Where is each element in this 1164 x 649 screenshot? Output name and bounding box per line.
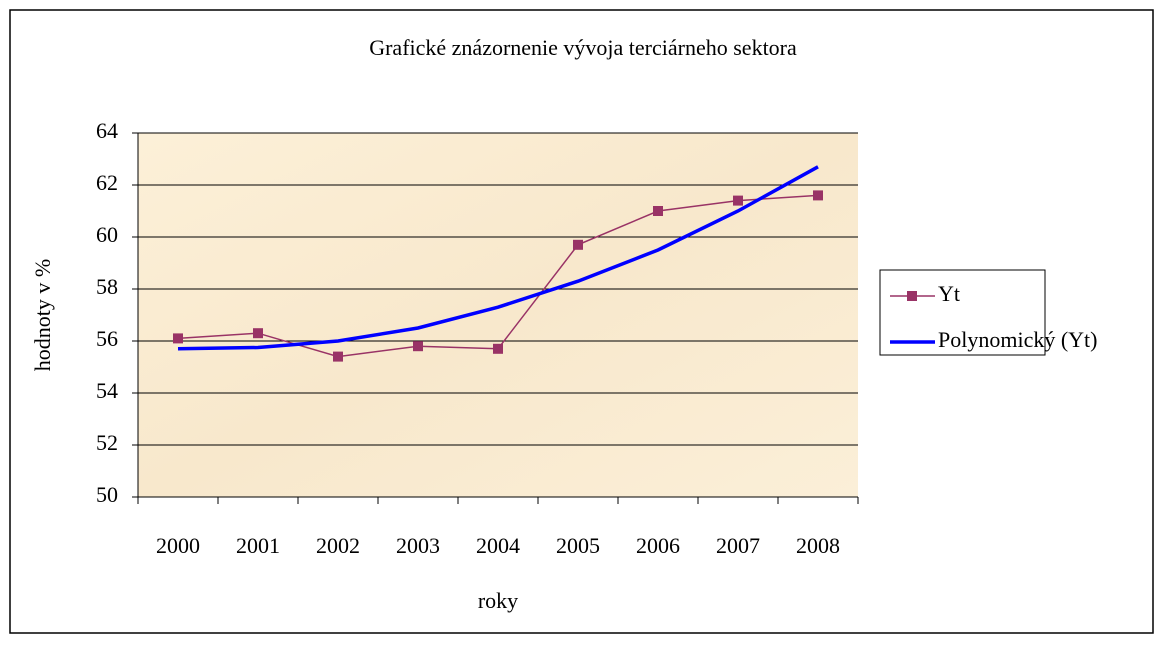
y-tick-label: 50 (96, 482, 118, 507)
y-tick-label: 62 (96, 170, 118, 195)
plot-area (138, 133, 858, 497)
legend-marker (907, 291, 917, 301)
x-axis-label: roky (478, 588, 518, 613)
data-point (573, 239, 583, 250)
y-axis-label: hodnoty v % (30, 259, 55, 371)
data-point (733, 195, 743, 206)
data-point (333, 351, 343, 362)
y-tick-label: 60 (96, 222, 118, 247)
y-tick-label: 56 (96, 326, 118, 351)
x-tick-label: 2004 (476, 533, 520, 558)
data-point (653, 206, 663, 216)
y-tick-label: 52 (96, 430, 118, 455)
y-tick-label: 54 (96, 378, 118, 403)
x-tick-label: 2001 (236, 533, 280, 558)
legend-label: Yt (938, 281, 960, 306)
x-tick-label: 2008 (796, 533, 840, 558)
chart-title: Grafické znázornenie vývoja terciárneho … (369, 35, 797, 60)
data-point (253, 328, 263, 339)
y-tick-label: 58 (96, 274, 118, 299)
x-tick-label: 2006 (636, 533, 680, 558)
series-line (177, 165, 819, 351)
x-tick-label: 2000 (156, 533, 200, 558)
x-tick-label: 2002 (316, 533, 360, 558)
data-point (493, 343, 503, 354)
data-point (813, 190, 823, 201)
y-tick-label: 64 (96, 118, 118, 143)
data-point (413, 341, 423, 352)
data-point (173, 333, 183, 344)
x-tick-label: 2003 (396, 533, 440, 558)
legend-label: Polynomický (Yt) (938, 327, 1098, 352)
x-tick-label: 2007 (716, 533, 760, 558)
x-tick-label: 2005 (556, 533, 600, 558)
